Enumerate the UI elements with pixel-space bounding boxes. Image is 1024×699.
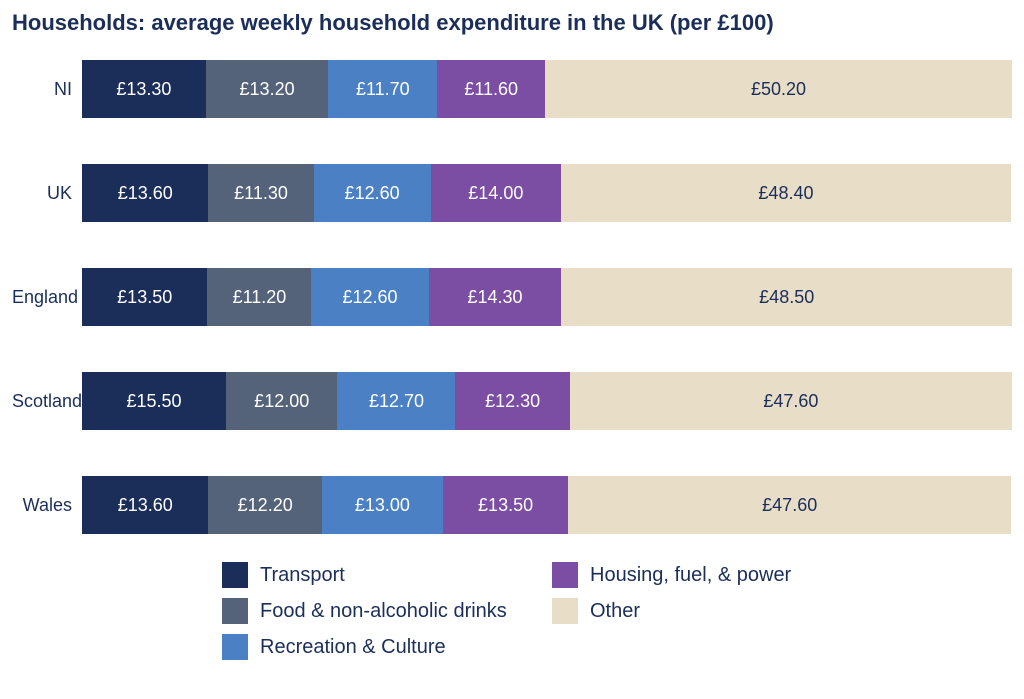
- bar-row: £13.60£12.20£13.00£13.50£47.60: [82, 476, 1012, 534]
- legend-item-food: Food & non-alcoholic drinks: [222, 598, 552, 624]
- chart-title: Households: average weekly household exp…: [12, 10, 1012, 36]
- bar-segment-food: £11.20: [207, 268, 311, 326]
- bar-segment-food: £13.20: [206, 60, 329, 118]
- legend-label: Housing, fuel, & power: [590, 564, 791, 587]
- legend-swatch: [552, 562, 578, 588]
- bar-segment-other: £48.40: [561, 164, 1011, 222]
- category-label: NI: [12, 79, 82, 100]
- bar-segment-other: £50.20: [545, 60, 1012, 118]
- bar-segment-recreation: £13.00: [322, 476, 443, 534]
- bar-row: £13.30£13.20£11.70£11.60£50.20: [82, 60, 1012, 118]
- bar-segment-recreation: £11.70: [328, 60, 437, 118]
- chart-container: Households: average weekly household exp…: [0, 0, 1024, 660]
- bar-segment-recreation: £12.60: [314, 164, 431, 222]
- bar-segment-housing: £14.30: [429, 268, 562, 326]
- bar-segment-housing: £11.60: [437, 60, 545, 118]
- bar-segment-housing: £12.30: [455, 372, 569, 430]
- legend-label: Transport: [260, 564, 345, 587]
- bar-segment-transport: £15.50: [82, 372, 226, 430]
- category-label: England: [12, 287, 82, 308]
- category-label: UK: [12, 183, 82, 204]
- legend-item-housing: Housing, fuel, & power: [552, 562, 852, 588]
- bar-segment-housing: £13.50: [443, 476, 569, 534]
- legend-swatch: [222, 562, 248, 588]
- category-label: Scotland: [12, 391, 82, 412]
- bar-segment-food: £12.00: [226, 372, 337, 430]
- bar-segment-transport: £13.50: [82, 268, 207, 326]
- legend-label: Recreation & Culture: [260, 636, 446, 659]
- category-label: Wales: [12, 495, 82, 516]
- bar-row: £13.50£11.20£12.60£14.30£48.50: [82, 268, 1012, 326]
- legend-item-transport: Transport: [222, 562, 552, 588]
- legend-swatch: [222, 634, 248, 660]
- bar-segment-other: £48.50: [561, 268, 1012, 326]
- legend-swatch: [222, 598, 248, 624]
- bar-segment-other: £47.60: [570, 372, 1012, 430]
- legend-item-recreation: Recreation & Culture: [222, 634, 552, 660]
- stacked-bar-chart: NI£13.30£13.20£11.70£11.60£50.20UK£13.60…: [12, 60, 1012, 534]
- bar-segment-food: £11.30: [208, 164, 313, 222]
- legend-label: Food & non-alcoholic drinks: [260, 600, 507, 623]
- bar-segment-transport: £13.60: [82, 476, 208, 534]
- bar-row: £15.50£12.00£12.70£12.30£47.60: [82, 372, 1012, 430]
- bar-row: £13.60£11.30£12.60£14.00£48.40: [82, 164, 1012, 222]
- bar-segment-recreation: £12.70: [337, 372, 455, 430]
- legend-spacer: [552, 634, 852, 660]
- bar-segment-transport: £13.60: [82, 164, 208, 222]
- legend-label: Other: [590, 600, 640, 623]
- legend: Transport Housing, fuel, & power Food & no…: [222, 562, 1012, 660]
- bar-segment-housing: £14.00: [431, 164, 561, 222]
- legend-item-other: Other: [552, 598, 852, 624]
- legend-swatch: [552, 598, 578, 624]
- bar-segment-transport: £13.30: [82, 60, 206, 118]
- bar-segment-other: £47.60: [568, 476, 1011, 534]
- bar-segment-food: £12.20: [208, 476, 321, 534]
- bar-segment-recreation: £12.60: [311, 268, 428, 326]
